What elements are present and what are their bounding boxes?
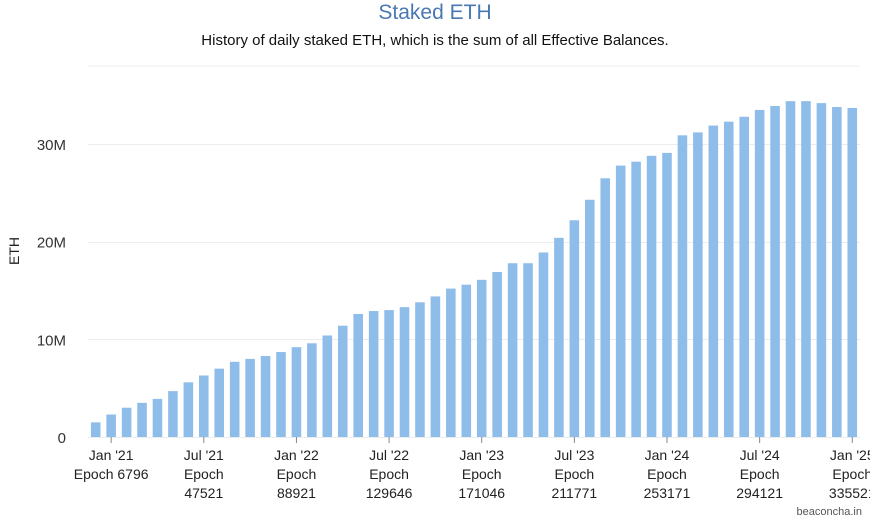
bar-2023-01[interactable] xyxy=(476,279,487,437)
bar-2024-02[interactable] xyxy=(677,135,688,437)
chart-subtitle: History of daily staked ETH, which is th… xyxy=(201,32,669,49)
bar-2021-05[interactable] xyxy=(168,391,178,437)
x-tick-label: 129646 xyxy=(366,485,413,501)
bar-2024-09[interactable] xyxy=(785,101,796,438)
bar-2022-01[interactable] xyxy=(291,347,302,437)
bar-2021-10[interactable] xyxy=(245,358,255,437)
x-tick-label: Epoch xyxy=(555,466,595,482)
bar-2024-01[interactable] xyxy=(662,152,672,437)
bar-2022-04[interactable] xyxy=(337,325,348,437)
bar-2023-03[interactable] xyxy=(507,263,518,437)
x-tick-label: Jul '22 xyxy=(369,447,409,463)
bar-2021-04[interactable] xyxy=(152,398,163,437)
x-tick-label: Jul '21 xyxy=(184,447,224,463)
bar-2024-10[interactable] xyxy=(801,101,811,438)
y-axis-label: ETH xyxy=(6,237,22,265)
bar-2024-06[interactable] xyxy=(739,116,749,438)
bar-2022-11[interactable] xyxy=(446,288,456,437)
x-tick-label: Epoch xyxy=(462,466,502,482)
x-tick-label: Epoch xyxy=(832,466,870,482)
bar-2022-08[interactable] xyxy=(399,307,410,437)
x-tick-label: 171046 xyxy=(458,485,505,501)
x-tick-label: Epoch 6796 xyxy=(74,466,149,482)
x-tick-label: 253171 xyxy=(644,485,691,501)
bar-2021-12[interactable] xyxy=(276,352,286,437)
bar-2023-08[interactable] xyxy=(585,199,595,437)
bar-2024-05[interactable] xyxy=(723,121,734,438)
x-tick-label: 211771 xyxy=(552,485,598,501)
x-tick-label: Jul '24 xyxy=(740,447,780,463)
y-tick-label: 30M xyxy=(37,137,66,154)
bar-2020-12[interactable] xyxy=(90,422,101,437)
bar-2024-04[interactable] xyxy=(708,125,719,437)
y-tick-label: 10M xyxy=(37,332,66,349)
x-axis-ticks: Jan '21 Epoch 6796 Jul '21 Epoch 47521 Jan '2… xyxy=(74,437,870,501)
bar-2022-02[interactable] xyxy=(307,343,317,437)
x-tick-label: 294121 xyxy=(736,485,783,501)
bar-2024-08[interactable] xyxy=(770,106,780,437)
bar-2021-03[interactable] xyxy=(137,402,147,437)
x-tick-label: Jan '24 xyxy=(645,447,690,463)
chart-title: Staked ETH xyxy=(378,1,492,24)
bar-2021-01[interactable] xyxy=(106,414,116,437)
x-tick-label: 88921 xyxy=(277,485,316,501)
bar-2023-11[interactable] xyxy=(631,161,641,437)
bars xyxy=(90,101,858,438)
x-tick-label: Jan '22 xyxy=(274,447,319,463)
x-tick-label: Epoch xyxy=(277,466,317,482)
x-tick-label: Jan '23 xyxy=(459,447,504,463)
y-tick-label: 20M xyxy=(37,235,66,252)
x-tick-label: 335521 xyxy=(829,485,870,501)
bar-2023-06[interactable] xyxy=(554,237,564,437)
bar-2021-11[interactable] xyxy=(260,355,271,437)
x-tick-label: Jan '21 xyxy=(89,447,134,463)
bar-2024-03[interactable] xyxy=(693,132,703,437)
bar-2024-12[interactable] xyxy=(832,107,842,437)
bar-2022-07[interactable] xyxy=(384,310,394,437)
bar-2022-03[interactable] xyxy=(322,335,333,437)
x-tick-label: Epoch xyxy=(184,466,224,482)
bar-2021-07[interactable] xyxy=(199,375,209,437)
bar-2021-06[interactable] xyxy=(183,382,194,437)
bar-2024-07[interactable] xyxy=(754,109,765,438)
x-tick-label: Epoch xyxy=(647,466,687,482)
x-tick-label: Epoch xyxy=(740,466,780,482)
bar-2023-09[interactable] xyxy=(600,178,611,437)
bar-2023-05[interactable] xyxy=(538,252,549,437)
x-tick-label: 47521 xyxy=(184,485,223,501)
bar-2023-07[interactable] xyxy=(569,220,580,437)
bar-2023-10[interactable] xyxy=(615,165,626,437)
bar-2023-04[interactable] xyxy=(523,263,533,437)
bar-2022-06[interactable] xyxy=(368,311,379,437)
bar-2021-08[interactable] xyxy=(214,368,225,437)
x-tick-label: Jul '23 xyxy=(554,447,594,463)
x-tick-label: Jan '25 xyxy=(830,447,870,463)
bar-2023-12[interactable] xyxy=(646,155,657,437)
bar-2025-01[interactable] xyxy=(847,107,858,437)
y-tick-label: 0 xyxy=(58,430,66,447)
bar-2023-02[interactable] xyxy=(492,272,502,437)
y-axis-ticks: 0 10M 20M 30M xyxy=(37,137,66,447)
bar-2022-05[interactable] xyxy=(353,313,363,437)
x-tick-label: Epoch xyxy=(369,466,409,482)
bar-2022-12[interactable] xyxy=(461,284,472,437)
bar-2022-10[interactable] xyxy=(430,296,441,437)
bar-2024-11[interactable] xyxy=(816,103,827,437)
bar-2021-09[interactable] xyxy=(229,361,240,437)
bar-2022-09[interactable] xyxy=(415,302,425,437)
bar-2021-02[interactable] xyxy=(121,407,132,437)
credits-link[interactable]: beaconcha.in xyxy=(796,506,862,518)
